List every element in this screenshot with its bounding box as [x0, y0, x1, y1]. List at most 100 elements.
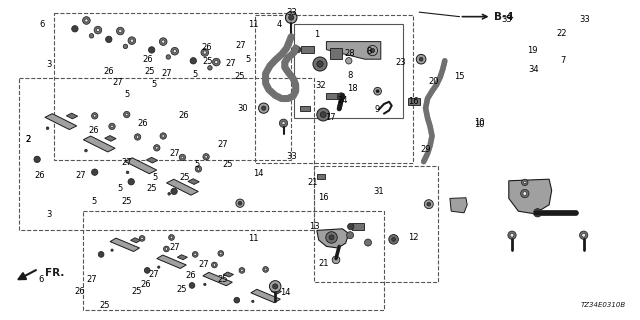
Text: 21: 21 [307, 178, 317, 187]
Text: 25: 25 [179, 173, 189, 182]
Polygon shape [317, 229, 349, 248]
Polygon shape [408, 98, 420, 105]
Text: 14: 14 [253, 169, 263, 178]
Text: 25: 25 [223, 160, 233, 169]
Text: 16: 16 [408, 97, 419, 106]
Circle shape [109, 123, 115, 130]
Bar [83, 211, 384, 310]
Text: 6: 6 [38, 276, 44, 284]
Text: 14: 14 [280, 288, 290, 297]
Text: 25: 25 [131, 287, 141, 296]
Polygon shape [105, 136, 116, 141]
Circle shape [189, 283, 195, 288]
Circle shape [321, 112, 326, 117]
Circle shape [262, 106, 266, 110]
Circle shape [203, 154, 209, 160]
Text: FR.: FR. [45, 268, 64, 278]
Circle shape [140, 236, 145, 241]
Text: 2: 2 [26, 135, 31, 144]
Text: 5: 5 [117, 184, 122, 193]
Circle shape [346, 58, 352, 64]
Circle shape [190, 58, 196, 64]
Text: 26: 26 [104, 67, 115, 76]
Text: 15: 15 [454, 72, 465, 81]
Text: 27: 27 [198, 260, 209, 269]
Circle shape [169, 235, 174, 240]
Text: 2: 2 [26, 135, 31, 144]
Text: 10: 10 [474, 118, 484, 127]
Circle shape [326, 232, 337, 243]
Polygon shape [45, 114, 77, 130]
Text: 22: 22 [557, 29, 567, 38]
Text: 25: 25 [203, 57, 213, 66]
Polygon shape [251, 289, 280, 303]
Text: 5: 5 [152, 80, 157, 89]
Text: 25: 25 [146, 184, 156, 193]
Circle shape [136, 136, 139, 138]
Text: 5: 5 [125, 90, 130, 99]
Text: 21: 21 [319, 259, 329, 268]
Circle shape [89, 34, 93, 38]
Text: 27: 27 [218, 140, 228, 149]
Circle shape [181, 156, 184, 159]
Circle shape [179, 154, 186, 161]
Circle shape [211, 262, 218, 268]
Circle shape [376, 90, 380, 93]
Circle shape [317, 108, 330, 121]
Circle shape [157, 266, 160, 268]
Polygon shape [83, 136, 115, 152]
Bar [19, 78, 314, 230]
Text: 33: 33 [501, 15, 512, 24]
Circle shape [580, 231, 588, 239]
Text: 33: 33 [287, 8, 298, 17]
Text: 9: 9 [374, 105, 380, 114]
Text: 26: 26 [138, 119, 148, 128]
Circle shape [239, 268, 245, 273]
Circle shape [234, 297, 240, 303]
Circle shape [417, 54, 426, 64]
Text: 5: 5 [92, 197, 97, 206]
Circle shape [204, 283, 206, 285]
Text: 12: 12 [408, 233, 419, 242]
Text: 32: 32 [316, 81, 326, 90]
Text: 27: 27 [76, 171, 86, 180]
Text: 10: 10 [474, 120, 484, 129]
Circle shape [424, 200, 433, 209]
Polygon shape [125, 158, 157, 174]
Circle shape [154, 145, 160, 151]
Circle shape [162, 135, 164, 137]
Text: 11: 11 [248, 20, 259, 29]
Circle shape [141, 237, 143, 240]
Circle shape [93, 115, 96, 117]
Circle shape [205, 156, 207, 158]
Circle shape [215, 60, 218, 64]
Circle shape [171, 188, 177, 195]
Circle shape [164, 246, 169, 252]
Circle shape [294, 46, 301, 53]
Polygon shape [131, 238, 141, 243]
Circle shape [419, 57, 423, 61]
Circle shape [521, 189, 529, 198]
Circle shape [252, 300, 254, 302]
Text: 13: 13 [309, 222, 320, 231]
Text: 26: 26 [34, 171, 45, 180]
Text: 24: 24 [337, 96, 348, 105]
Circle shape [124, 111, 130, 118]
Circle shape [392, 237, 396, 241]
Circle shape [337, 93, 345, 100]
Circle shape [510, 233, 514, 237]
Circle shape [111, 125, 113, 128]
Circle shape [522, 179, 528, 186]
Circle shape [173, 50, 177, 53]
Text: 25: 25 [235, 72, 245, 81]
Circle shape [201, 49, 209, 56]
Text: TZ34E0310B: TZ34E0310B [580, 302, 626, 308]
Polygon shape [177, 255, 188, 260]
Bar [294, 24, 403, 118]
Circle shape [236, 199, 244, 207]
Circle shape [212, 58, 220, 66]
Text: 27: 27 [86, 276, 97, 284]
Circle shape [213, 264, 216, 266]
Text: 26: 26 [75, 287, 86, 296]
Text: 28: 28 [344, 49, 355, 58]
